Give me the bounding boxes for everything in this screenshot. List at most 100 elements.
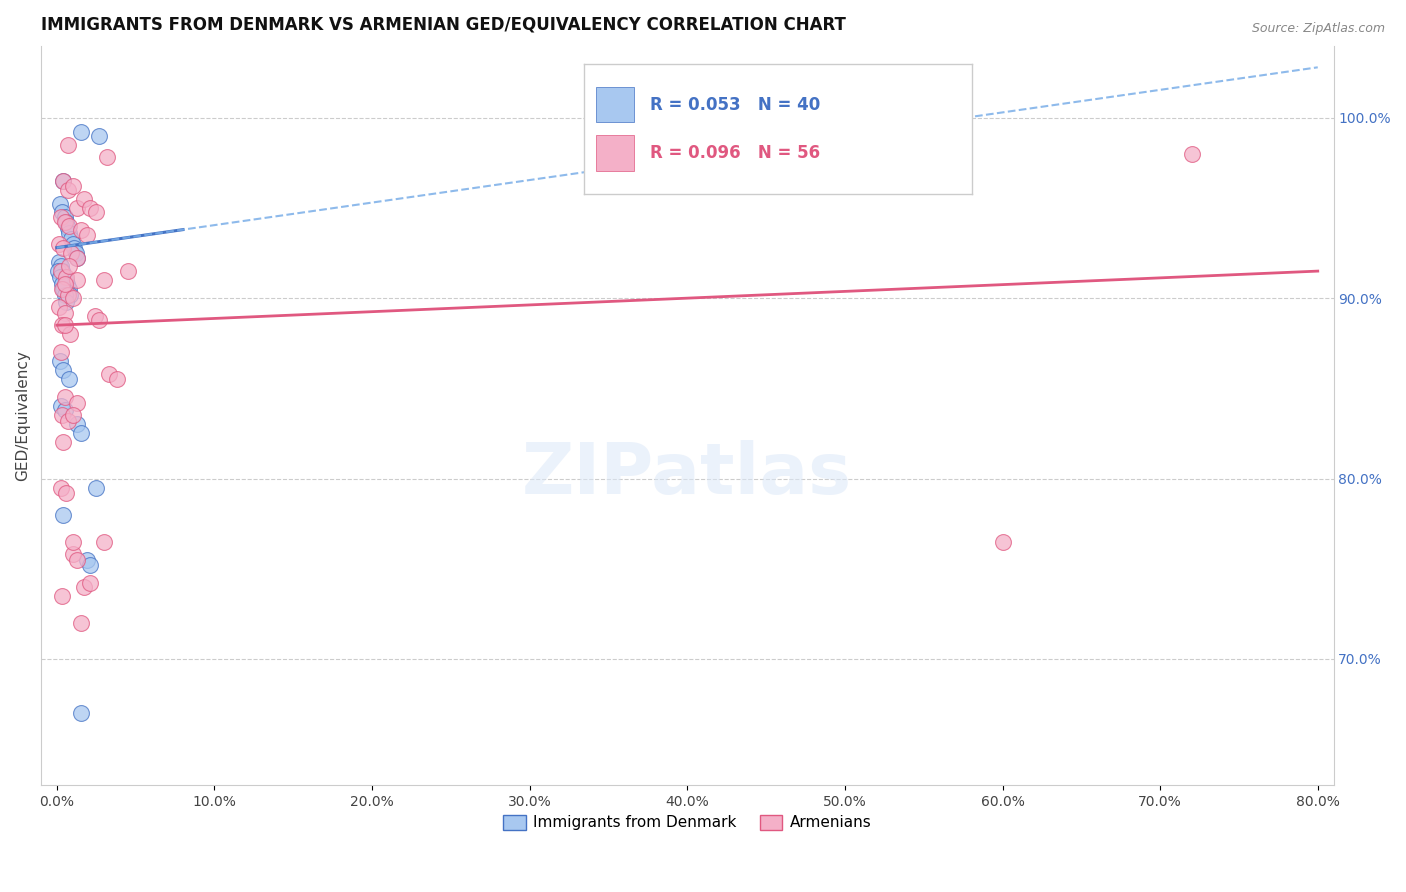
Text: Source: ZipAtlas.com: Source: ZipAtlas.com bbox=[1251, 22, 1385, 36]
Point bbox=[83, 309, 105, 323]
Point bbox=[48, 255, 70, 269]
Point bbox=[79, 576, 101, 591]
Point bbox=[62, 179, 84, 194]
Point bbox=[49, 481, 72, 495]
Point bbox=[49, 264, 72, 278]
Point bbox=[65, 246, 87, 260]
Point bbox=[96, 151, 118, 165]
Point bbox=[58, 219, 80, 233]
Point bbox=[69, 222, 91, 236]
Point bbox=[52, 269, 75, 284]
Point bbox=[51, 318, 73, 333]
Point bbox=[62, 409, 84, 423]
Point bbox=[53, 287, 76, 301]
Point bbox=[76, 227, 98, 242]
Point bbox=[66, 552, 89, 566]
Legend: Immigrants from Denmark, Armenians: Immigrants from Denmark, Armenians bbox=[496, 808, 877, 837]
Point bbox=[991, 534, 1014, 549]
Point bbox=[52, 241, 75, 255]
Point bbox=[56, 220, 79, 235]
Point bbox=[51, 204, 73, 219]
Point bbox=[79, 558, 101, 572]
Point bbox=[63, 241, 86, 255]
Text: ZIPatlas: ZIPatlas bbox=[522, 440, 852, 509]
Point bbox=[73, 192, 96, 206]
Point bbox=[48, 237, 70, 252]
Point bbox=[1181, 147, 1204, 161]
Point bbox=[51, 409, 73, 423]
Point bbox=[66, 273, 89, 287]
Point bbox=[89, 128, 111, 143]
Point bbox=[58, 226, 80, 240]
Point bbox=[53, 215, 76, 229]
Point bbox=[53, 277, 76, 291]
Point bbox=[49, 259, 72, 273]
Point bbox=[52, 508, 75, 522]
Point bbox=[84, 481, 107, 495]
Point bbox=[69, 125, 91, 139]
Point bbox=[49, 354, 72, 368]
Point bbox=[52, 174, 75, 188]
Point bbox=[56, 414, 79, 428]
Point bbox=[60, 232, 83, 246]
Point bbox=[66, 417, 89, 432]
Point bbox=[53, 305, 76, 319]
Point bbox=[51, 264, 73, 278]
Point bbox=[53, 390, 76, 404]
Point bbox=[53, 318, 76, 333]
Point bbox=[58, 282, 80, 296]
Point bbox=[59, 327, 82, 342]
Point bbox=[76, 552, 98, 566]
Point bbox=[56, 183, 79, 197]
Point bbox=[52, 435, 75, 450]
Point bbox=[69, 615, 91, 630]
Point bbox=[49, 210, 72, 224]
Point bbox=[55, 269, 77, 284]
Point bbox=[58, 259, 80, 273]
Point bbox=[89, 313, 111, 327]
Point bbox=[79, 201, 101, 215]
Point bbox=[58, 372, 80, 386]
Point bbox=[53, 403, 76, 417]
Point bbox=[59, 287, 82, 301]
Point bbox=[66, 201, 89, 215]
Point bbox=[51, 282, 73, 296]
Point bbox=[97, 367, 120, 381]
Point bbox=[66, 396, 89, 410]
Point bbox=[49, 400, 72, 414]
Point bbox=[55, 215, 77, 229]
Point bbox=[48, 264, 70, 278]
Point bbox=[55, 486, 77, 500]
Y-axis label: GED/Equivalency: GED/Equivalency bbox=[15, 350, 30, 481]
Point bbox=[52, 174, 75, 188]
Point bbox=[117, 264, 139, 278]
Point bbox=[56, 277, 79, 291]
Point bbox=[52, 282, 75, 296]
Point bbox=[62, 291, 84, 305]
Point bbox=[69, 426, 91, 441]
Point bbox=[66, 252, 89, 266]
Point bbox=[105, 372, 128, 386]
Point bbox=[62, 534, 84, 549]
Point bbox=[55, 273, 77, 287]
Point bbox=[48, 300, 70, 314]
Point bbox=[73, 580, 96, 594]
Point bbox=[60, 246, 83, 260]
Point bbox=[84, 204, 107, 219]
Point bbox=[93, 273, 115, 287]
Point bbox=[51, 589, 73, 603]
Point bbox=[62, 237, 84, 252]
Point bbox=[55, 294, 77, 309]
Point bbox=[49, 345, 72, 359]
Point bbox=[62, 547, 84, 561]
Point bbox=[56, 287, 79, 301]
Point bbox=[53, 210, 76, 224]
Point bbox=[69, 706, 91, 720]
Point bbox=[51, 277, 73, 291]
Text: IMMIGRANTS FROM DENMARK VS ARMENIAN GED/EQUIVALENCY CORRELATION CHART: IMMIGRANTS FROM DENMARK VS ARMENIAN GED/… bbox=[41, 15, 846, 33]
Point bbox=[49, 269, 72, 284]
Point bbox=[56, 137, 79, 152]
Point bbox=[93, 534, 115, 549]
Point bbox=[52, 363, 75, 377]
Point bbox=[49, 197, 72, 211]
